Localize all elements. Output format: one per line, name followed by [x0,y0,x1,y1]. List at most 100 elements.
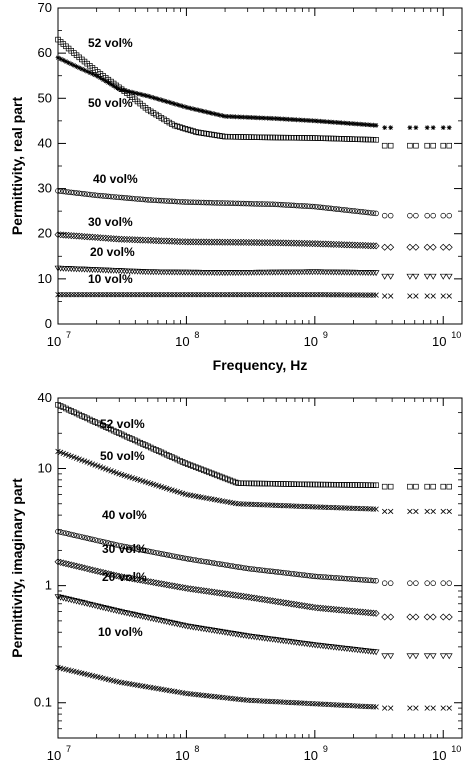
data-point [272,699,279,705]
data-point [317,701,324,707]
data-point [286,116,292,122]
data-point [291,571,297,577]
y-tick-label: 60 [38,45,52,60]
series-30-vol-: 30 vol% [54,542,453,621]
data-point-discrete [424,705,430,711]
data-point-discrete [445,273,453,280]
data-point [211,291,218,298]
data-point [206,110,212,116]
data-point [354,292,361,298]
data-point [341,207,348,213]
data-point [203,559,210,565]
data-point [91,567,99,575]
data-point [113,85,119,90]
series-label: 30 vol% [102,542,147,556]
data-point [86,565,94,573]
y-axis-ticks: 0 10 20 30 40 50 60 70 [38,0,462,331]
data-point [71,291,77,298]
data-point [216,561,223,567]
data-point [343,241,351,249]
data-point [121,195,128,201]
series-label: 20 vol% [102,570,147,584]
data-point [208,559,215,566]
data-point [338,702,345,708]
data-point-discrete [381,142,388,149]
data-point [248,291,255,298]
data-point-discrete [406,653,414,660]
data-point [216,238,224,246]
data-point [98,75,103,81]
data-point [343,607,351,615]
data-point [139,236,147,244]
data-point [363,122,368,127]
data-point [237,592,245,600]
series-50-vol-: 50 vol% [55,448,452,515]
data-point [355,121,360,127]
data-point [57,291,64,298]
data-point [330,574,337,581]
data-point [120,573,128,581]
data-point-discrete [388,705,394,711]
data-point [59,231,67,239]
data-point [73,598,80,605]
data-point [166,291,173,298]
data-point [336,575,342,581]
data-point-discrete [413,142,419,149]
data-point [243,501,249,507]
data-point-discrete [406,243,414,251]
data-point [372,242,380,250]
data-point [62,596,70,602]
data-point [190,106,196,112]
data-point [360,703,366,709]
data-point [149,578,157,586]
data-point [104,234,112,242]
data-point-discrete [407,212,413,219]
data-point [232,200,239,207]
data-point [227,562,234,569]
data-point [288,117,294,122]
data-point [277,569,284,576]
data-point [348,241,356,249]
data-point [79,190,85,197]
data-point [216,200,223,206]
data-point [108,291,114,298]
data-point [347,121,352,126]
data-point [136,576,144,584]
data-point-discrete [439,653,447,660]
data-point [278,116,284,122]
data-point [340,606,348,614]
data-point [322,605,330,613]
data-point [362,703,369,710]
data-point [349,292,355,298]
x-tick-label: 10 [432,334,446,349]
data-point [174,102,180,108]
data-point [254,501,260,508]
data-point [312,573,318,580]
y-tick-label: 50 [38,90,52,105]
data-point [219,200,226,206]
data-point [108,81,114,87]
data-point [84,191,90,197]
data-point [271,597,279,605]
data-point [206,559,212,566]
data-point [364,242,372,250]
data-point [107,570,115,578]
data-point [147,236,155,244]
data-point [100,193,106,199]
data-point-discrete [430,508,436,515]
data-point [264,698,271,704]
y-tick-label: 40 [38,390,52,405]
series-52-vol-: 52 vol% [55,36,452,149]
data-point [303,239,311,247]
data-point [333,120,339,125]
data-point [181,238,189,246]
data-point [157,237,165,245]
data-point-discrete [440,142,446,149]
data-point [245,238,253,246]
data-point [222,200,228,206]
data-point [328,701,334,708]
data-point [232,591,240,599]
data-point-discrete [388,508,394,515]
x-axis-ticks: 10 7 10 8 10 9 10 10 [47,398,461,763]
data-point [307,700,313,707]
